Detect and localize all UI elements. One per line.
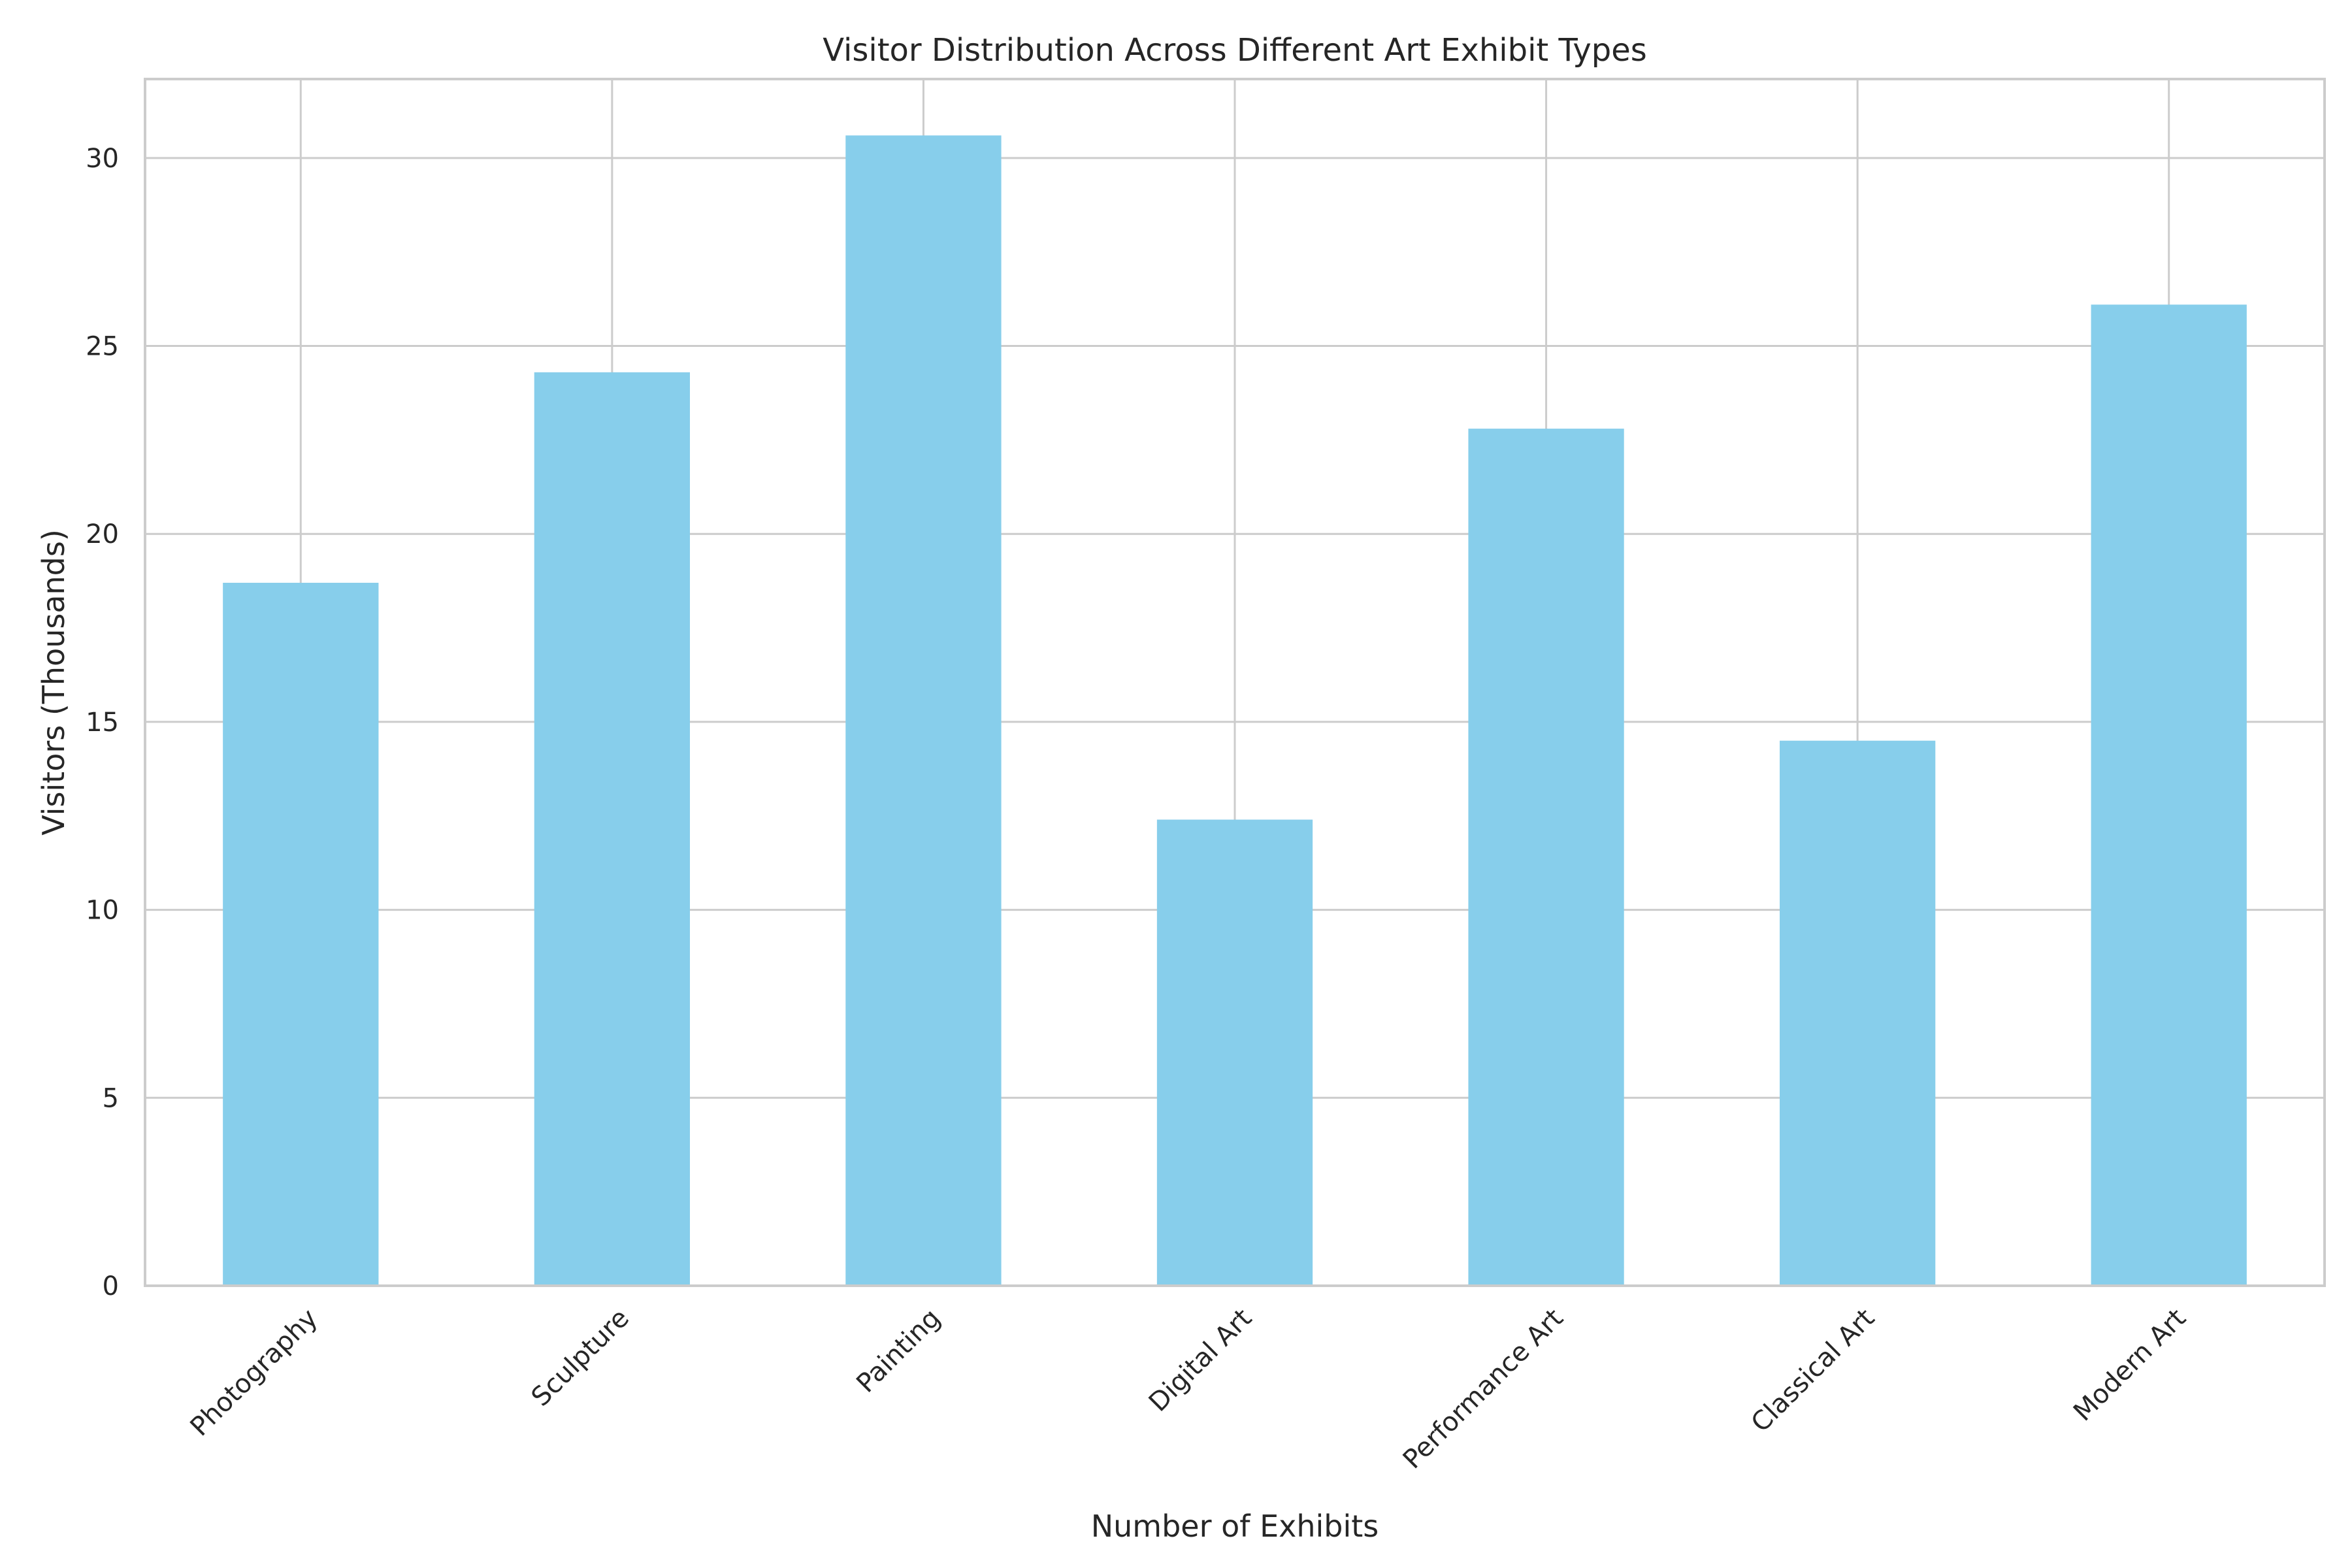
y-tick-label: 15 (86, 708, 119, 738)
x-axis-label: Number of Exhibits (1091, 1509, 1379, 1544)
plot-frame (144, 78, 2326, 1287)
bar-classical-art (1780, 740, 1936, 1286)
bars (223, 135, 2247, 1286)
bar-modern-art (2091, 304, 2247, 1286)
y-axis-label: Visitors (Thousands) (36, 529, 71, 836)
y-axis-ticks: 0 5 10 15 20 25 30 (86, 144, 119, 1301)
y-tick-label: 30 (86, 144, 119, 174)
x-tick-label: Painting (851, 1303, 946, 1399)
y-tick-label: 5 (103, 1083, 119, 1113)
y-tick-label: 25 (86, 332, 119, 362)
y-tick-label: 10 (86, 896, 119, 926)
bar-digital-art (1156, 819, 1313, 1286)
x-tick-label: Sculpture (526, 1303, 635, 1413)
x-axis-ticks: Photography Sculpture Painting Digital Art P… (185, 1303, 2192, 1475)
y-tick-label: 20 (86, 519, 119, 549)
bar-sculpture (534, 372, 690, 1286)
x-tick-label: Digital Art (1143, 1303, 1258, 1418)
x-tick-label: Photography (185, 1303, 324, 1443)
x-tick-label: Modern Art (2068, 1303, 2192, 1428)
y-tick-label: 0 (103, 1271, 119, 1301)
bar-performance-art (1468, 429, 1624, 1286)
x-tick-label: Classical Art (1746, 1303, 1881, 1439)
bar-painting (845, 135, 1002, 1286)
bar-photography (223, 583, 379, 1286)
chart-title: Visitor Distribution Across Different Ar… (823, 32, 1647, 69)
x-tick-label: Performance Art (1397, 1303, 1569, 1475)
